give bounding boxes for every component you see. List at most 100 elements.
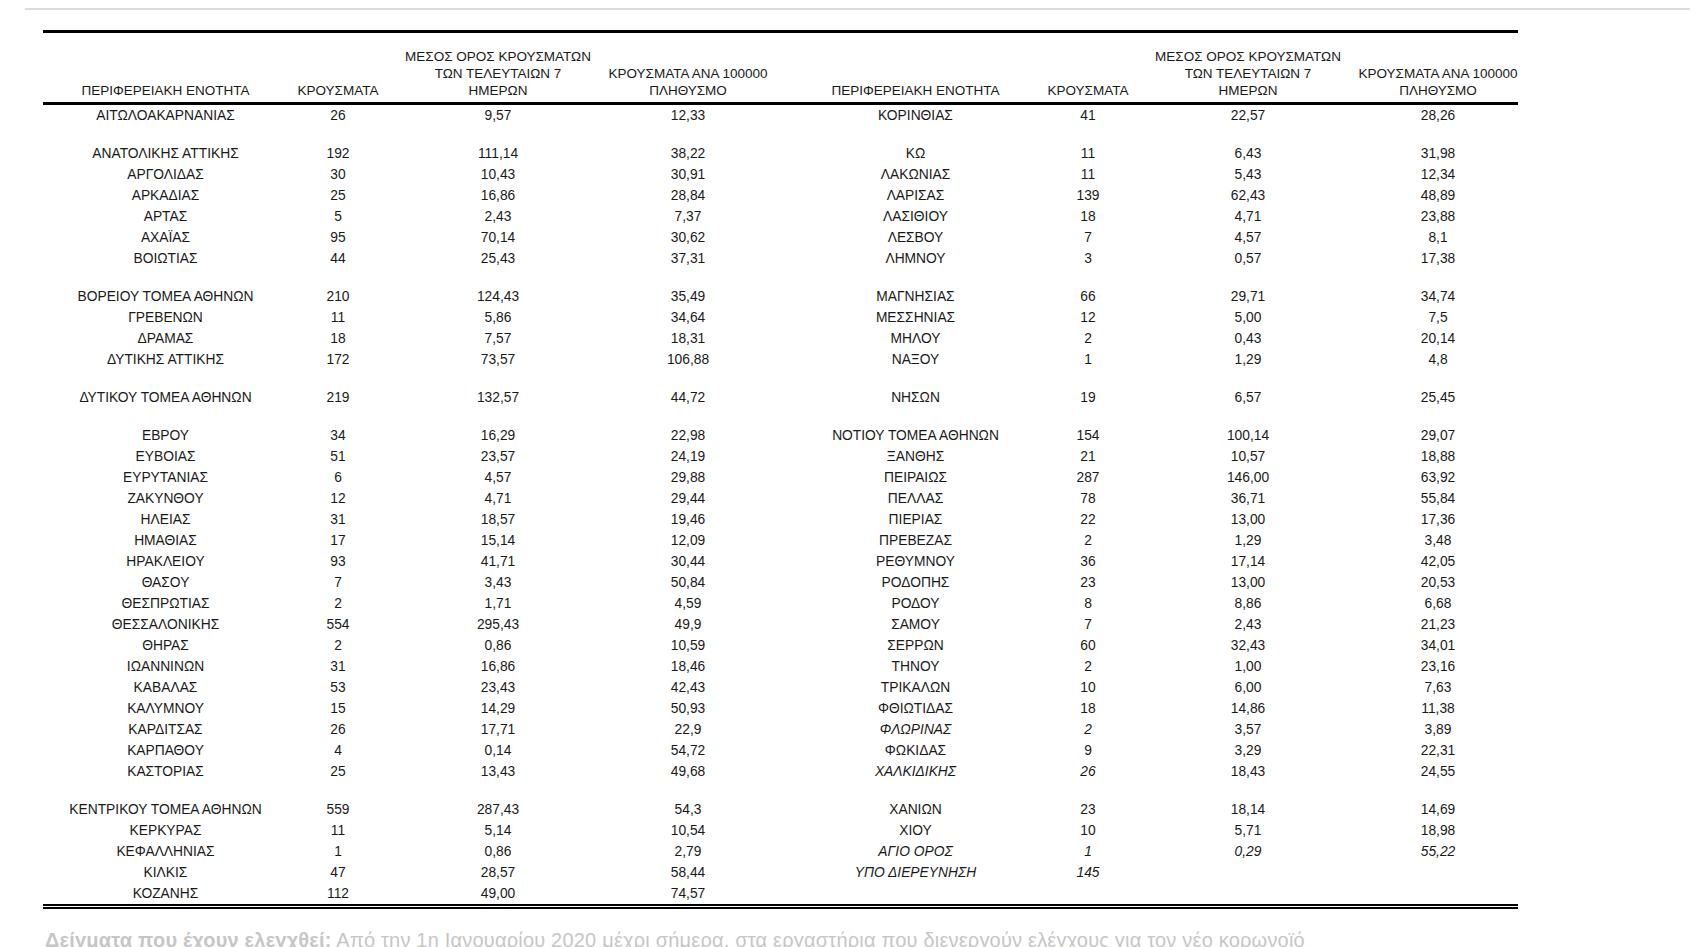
column-gap-cell: [768, 799, 793, 820]
region-name-cell-right: ΠΡΕΒΕΖΑΣ: [793, 530, 1038, 551]
avg7-cell-left: 23,57: [388, 446, 608, 467]
cases-cell-right: 60: [1038, 635, 1138, 656]
avg7-cell-right: 3,29: [1138, 740, 1358, 761]
cases-cell-right: 18: [1038, 698, 1138, 719]
per100k-cell-right: 28,26: [1358, 104, 1518, 127]
region-name-cell-left: ΚΕΦΑΛΛΗΝΙΑΣ: [43, 841, 288, 862]
cases-cell-left: 11: [288, 820, 388, 841]
table-row: ΚΕΝΤΡΙΚΟΥ ΤΟΜΕΑ ΑΘΗΝΩΝ559287,4354,3ΧΑΝΙΩ…: [43, 799, 1518, 820]
region-name-cell-right: ΝΟΤΙΟΥ ΤΟΜΕΑ ΑΘΗΝΩΝ: [793, 425, 1038, 446]
cases-cell-left: 17: [288, 530, 388, 551]
per100k-cell-left: 54,3: [608, 799, 768, 820]
per100k-cell-right: 55,84: [1358, 488, 1518, 509]
col-header-per100k-left-line2: ΠΛΗΘΥΣΜΟ: [608, 82, 768, 99]
region-name-cell-left: ΘΕΣΣΑΛΟΝΙΚΗΣ: [43, 614, 288, 635]
table-row: ΒΟΡΕΙΟΥ ΤΟΜΕΑ ΑΘΗΝΩΝ210124,4335,49ΜΑΓΝΗΣ…: [43, 286, 1518, 307]
avg7-cell-right: 4,71: [1138, 206, 1358, 227]
cases-cell-left: 2: [288, 635, 388, 656]
per100k-cell-right: 42,05: [1358, 551, 1518, 572]
cases-cell-right: 23: [1038, 572, 1138, 593]
footnote: Δείγματα που έχουν ελεγχθεί: Από την 1η …: [45, 929, 1605, 947]
region-name-cell-right: ΛΗΜΝΟΥ: [793, 248, 1038, 269]
avg7-cell-right: 146,00: [1138, 467, 1358, 488]
col-header-cases-left: ΚΡΟΥΣΜΑΤΑ: [288, 32, 388, 104]
spacer-row: [43, 370, 1518, 387]
region-name-cell-left: ΔΥΤΙΚΗΣ ΑΤΤΙΚΗΣ: [43, 349, 288, 370]
cases-cell-right: 22: [1038, 509, 1138, 530]
region-name-cell-left: ΔΥΤΙΚΟΥ ΤΟΜΕΑ ΑΘΗΝΩΝ: [43, 387, 288, 408]
region-name-cell-left: ΑΡΓΟΛΙΔΑΣ: [43, 164, 288, 185]
column-gap-cell: [768, 740, 793, 761]
region-name-cell-left: ΒΟΡΕΙΟΥ ΤΟΜΕΑ ΑΘΗΝΩΝ: [43, 286, 288, 307]
column-gap-cell: [768, 572, 793, 593]
avg7-cell-left: 0,86: [388, 841, 608, 862]
top-divider: [25, 8, 1690, 10]
region-name-cell-right: ΦΘΙΩΤΙΔΑΣ: [793, 698, 1038, 719]
region-name-cell-left: ΕΥΒΟΙΑΣ: [43, 446, 288, 467]
table-row: ΑΡΤΑΣ52,437,37ΛΑΣΙΘΙΟΥ184,7123,88: [43, 206, 1518, 227]
table-row: ΕΥΒΟΙΑΣ5123,5724,19ΞΑΝΘΗΣ2110,5718,88: [43, 446, 1518, 467]
cases-cell-left: 554: [288, 614, 388, 635]
cases-cell-right: 1: [1038, 841, 1138, 862]
avg7-cell-right: 6,57: [1138, 387, 1358, 408]
cases-cell-left: 112: [288, 883, 388, 907]
per100k-cell-right: 23,88: [1358, 206, 1518, 227]
per100k-cell-right: 34,01: [1358, 635, 1518, 656]
avg7-cell-right: 4,57: [1138, 227, 1358, 248]
avg7-cell-left: 5,14: [388, 820, 608, 841]
table-row: ΚΑΛΥΜΝΟΥ1514,2950,93ΦΘΙΩΤΙΔΑΣ1814,8611,3…: [43, 698, 1518, 719]
table-row: ΚΙΛΚΙΣ4728,5758,44ΥΠΟ ΔΙΕΡΕΥΝΗΣΗ145: [43, 862, 1518, 883]
table-row: ΘΕΣΣΑΛΟΝΙΚΗΣ554295,4349,9ΣΑΜΟΥ72,4321,23: [43, 614, 1518, 635]
per100k-cell-left: 74,57: [608, 883, 768, 907]
column-gap-cell: [768, 719, 793, 740]
avg7-cell-right: 14,86: [1138, 698, 1358, 719]
cases-cell-left: 2: [288, 593, 388, 614]
table-row: ΕΥΡΥΤΑΝΙΑΣ64,5729,88ΠΕΙΡΑΙΩΣ287146,0063,…: [43, 467, 1518, 488]
spacer-cell: [43, 126, 1518, 143]
region-name-cell-right: ΡΟΔΟΠΗΣ: [793, 572, 1038, 593]
avg7-cell-right: 5,43: [1138, 164, 1358, 185]
column-gap-cell: [768, 820, 793, 841]
per100k-cell-left: 49,9: [608, 614, 768, 635]
region-name-cell-right: ΧΙΟΥ: [793, 820, 1038, 841]
per100k-cell-left: 37,31: [608, 248, 768, 269]
spacer-cell: [43, 782, 1518, 799]
avg7-cell-right: 1,29: [1138, 530, 1358, 551]
region-name-cell-right: ΧΑΛΚΙΔΙΚΗΣ: [793, 761, 1038, 782]
cases-cell-left: 192: [288, 143, 388, 164]
cases-cell-left: 25: [288, 761, 388, 782]
cases-cell-left: 26: [288, 719, 388, 740]
per100k-cell-left: 2,79: [608, 841, 768, 862]
avg7-cell-left: 9,57: [388, 104, 608, 127]
per100k-cell-left: 50,84: [608, 572, 768, 593]
avg7-cell-left: 3,43: [388, 572, 608, 593]
column-gap-cell: [768, 164, 793, 185]
col-header-avg7-right: ΜΕΣΟΣ ΟΡΟΣ ΚΡΟΥΣΜΑΤΩΝ ΤΩΝ ΤΕΛΕΥΤΑΙΩΝ 7 Η…: [1138, 32, 1358, 104]
cases-cell-right: 19: [1038, 387, 1138, 408]
cases-cell-left: 31: [288, 509, 388, 530]
cases-cell-left: 210: [288, 286, 388, 307]
region-name-cell-left: ΚΕΡΚΥΡΑΣ: [43, 820, 288, 841]
avg7-cell-left: 0,14: [388, 740, 608, 761]
col-header-avg7-right-line3: ΗΜΕΡΩΝ: [1138, 82, 1358, 99]
table-row: ΘΕΣΠΡΩΤΙΑΣ21,714,59ΡΟΔΟΥ88,866,68: [43, 593, 1518, 614]
table-row: ΚΑΒΑΛΑΣ5323,4342,43ΤΡΙΚΑΛΩΝ106,007,63: [43, 677, 1518, 698]
per100k-cell-left: 24,19: [608, 446, 768, 467]
column-gap-cell: [768, 488, 793, 509]
per100k-cell-left: 30,62: [608, 227, 768, 248]
cases-cell-right: 145: [1038, 862, 1138, 883]
region-name-cell-right: ΠΙΕΡΙΑΣ: [793, 509, 1038, 530]
per100k-cell-left: 28,84: [608, 185, 768, 206]
avg7-cell-left: 16,86: [388, 656, 608, 677]
table-row: ΑΡΚΑΔΙΑΣ2516,8628,84ΛΑΡΙΣΑΣ13962,4348,89: [43, 185, 1518, 206]
table-header: ΠΕΡΙΦΕΡΕΙΑΚΗ ΕΝΟΤΗΤΑ ΚΡΟΥΣΜΑΤΑ ΜΕΣΟΣ ΟΡΟ…: [43, 32, 1518, 104]
per100k-cell-right: 48,89: [1358, 185, 1518, 206]
avg7-cell-right: 8,86: [1138, 593, 1358, 614]
per100k-cell-left: 12,33: [608, 104, 768, 127]
column-gap-cell: [768, 551, 793, 572]
region-name-cell-right: ΝΗΣΩΝ: [793, 387, 1038, 408]
col-header-per100k-left-line1: ΚΡΟΥΣΜΑΤΑ ΑΝΑ 100000: [608, 65, 768, 82]
per100k-cell-right: 7,5: [1358, 307, 1518, 328]
cases-cell-right: 3: [1038, 248, 1138, 269]
col-header-avg7-left: ΜΕΣΟΣ ΟΡΟΣ ΚΡΟΥΣΜΑΤΩΝ ΤΩΝ ΤΕΛΕΥΤΑΙΩΝ 7 Η…: [388, 32, 608, 104]
